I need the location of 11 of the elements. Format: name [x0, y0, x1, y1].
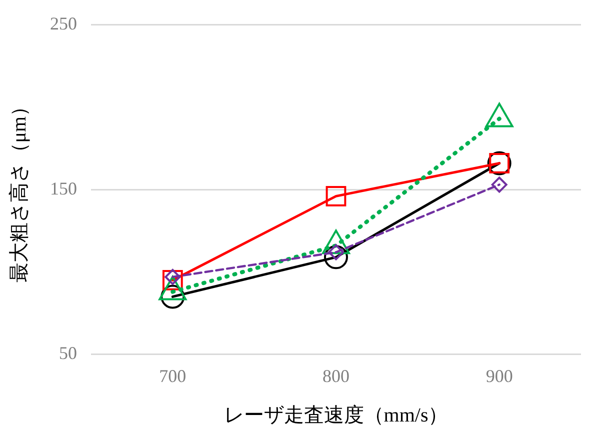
- x-tick-label: 700: [159, 366, 186, 386]
- y-tick-label: 50: [59, 343, 77, 364]
- x-tick-label: 800: [322, 366, 350, 386]
- point: [491, 176, 508, 193]
- y-axis-title: 最大粗さ高さ（μm）: [7, 96, 30, 283]
- point: [326, 186, 346, 206]
- x-axis-title: レーザ走査速度（mm/s）: [224, 404, 448, 426]
- y-tick-label: 250: [50, 14, 77, 34]
- point: [324, 245, 348, 270]
- x-tick-label: 900: [486, 366, 513, 386]
- y-tick-label: 150: [50, 178, 77, 198]
